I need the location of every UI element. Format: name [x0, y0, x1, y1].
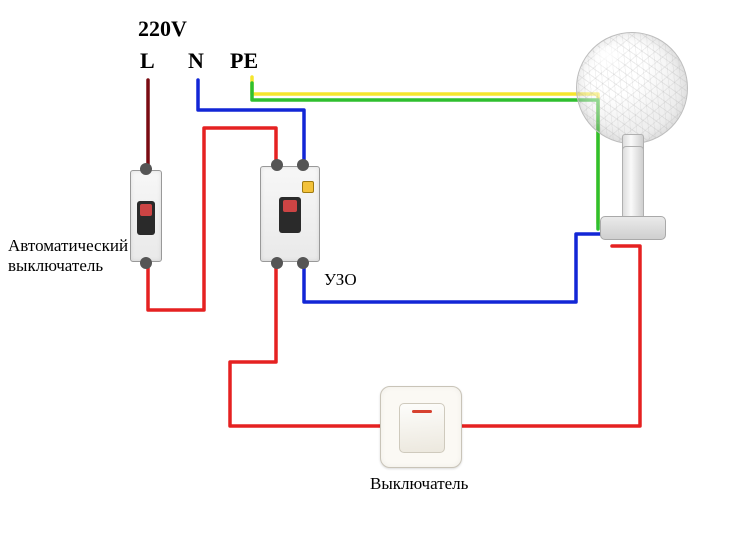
circuit-breaker: [130, 170, 162, 262]
rcd-label: УЗО: [324, 270, 357, 290]
wire-l-rcd-to-switch: [230, 268, 380, 426]
supply-pe-label: PE: [230, 48, 258, 74]
lamp-fixture: [600, 38, 680, 248]
wire-n-supply-to-rcd: [198, 80, 304, 160]
supply-n-label: N: [188, 48, 204, 74]
supply-l-label: L: [140, 48, 155, 74]
wall-switch: [380, 386, 462, 468]
wire-l-switch-to-lamp: [460, 246, 640, 426]
rcd-device: [260, 166, 320, 262]
supply-voltage-label: 220V: [138, 16, 187, 42]
wall-switch-label: Выключатель: [370, 474, 468, 494]
wire-n-rcd-to-lamp: [304, 234, 600, 302]
circuit-breaker-label: Автоматический выключатель: [8, 236, 128, 275]
wire-l-breaker-to-rcd: [148, 128, 276, 310]
